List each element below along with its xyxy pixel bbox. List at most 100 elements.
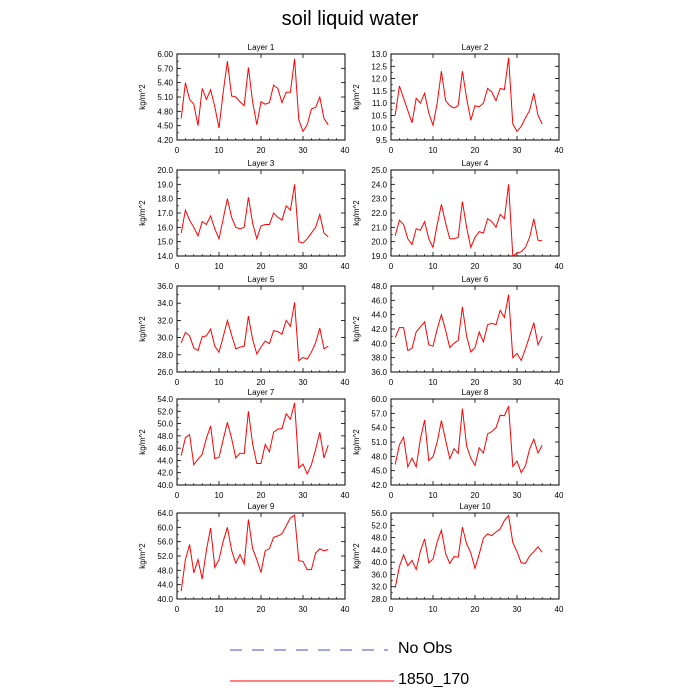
x-tick-label: 40 [341, 146, 350, 155]
series-line-1850-170 [394, 405, 543, 474]
x-tick-label: 10 [429, 262, 438, 271]
y-tick-label: 23.0 [371, 195, 387, 204]
panel-frame [390, 512, 560, 600]
panel-layer-1: Layer 1 4.20 4.50 4.80 5.10 5.40 5.70 6.00 0 10 20… [138, 43, 350, 155]
y-tick-label: 48.0 [371, 534, 387, 543]
y-tick-label: 10.0 [371, 124, 387, 133]
y-tick-label: 40.0 [371, 339, 387, 348]
panel-frame [390, 398, 560, 486]
x-tick-label: 30 [513, 378, 522, 387]
y-tick-label: 40.0 [157, 481, 173, 490]
y-tick-label: 26.0 [157, 368, 173, 377]
series-line-1850-170 [394, 294, 543, 362]
panel-layer-2: Layer 2 9.5 10.0 10.5 11.0 11.5 12.0 12.5 13.0 0 1… [352, 43, 564, 155]
series-line-1850-170 [180, 514, 329, 592]
y-tick-label: 44.0 [371, 546, 387, 555]
y-tick-label: 10.5 [371, 111, 387, 120]
y-tick-label: 11.0 [372, 99, 388, 108]
y-axis-label: kg/m^2 [352, 429, 361, 455]
panel-layer-7: Layer 7 40.0 42.0 44.0 46.0 48.0 50.0 52.0 54.0 0… [138, 388, 350, 500]
panel-title: Layer 5 [248, 275, 275, 284]
panel-frame [390, 169, 560, 257]
y-tick-label: 5.10 [157, 93, 173, 102]
panel-frame [390, 285, 560, 373]
y-tick-label: 36.0 [371, 570, 387, 579]
panel-layer-3: Layer 3 14.0 15.0 16.0 17.0 18.0 19.0 20.0 0 10 20… [138, 159, 350, 271]
y-tick-label: 22.0 [371, 209, 387, 218]
y-tick-label: 56.0 [371, 509, 387, 518]
panel-layer-5: Layer 5 26.0 28.0 30.0 32.0 34.0 36.0 0 10 20 30 40… [138, 275, 350, 387]
x-tick-label: 0 [389, 605, 394, 614]
x-tick-label: 30 [513, 491, 522, 500]
y-tick-label: 9.5 [376, 136, 388, 145]
x-tick-label: 40 [341, 262, 350, 271]
y-tick-label: 57.0 [371, 409, 387, 418]
y-tick-label: 30.0 [157, 334, 173, 343]
panel-layer-8: Layer 8 42.0 45.0 48.0 51.0 54.0 57.0 60.0 0 10 20… [352, 388, 564, 500]
y-tick-label: 54.0 [157, 395, 173, 404]
series-line-1850-170 [180, 184, 329, 244]
x-tick-label: 10 [215, 378, 224, 387]
x-tick-label: 20 [257, 378, 266, 387]
x-tick-label: 10 [215, 605, 224, 614]
y-tick-label: 24.0 [371, 180, 387, 189]
legend-label-1850-170: 1850_170 [398, 671, 470, 688]
panel-frame [176, 512, 346, 600]
panel-title: Layer 6 [462, 275, 489, 284]
y-tick-label: 20.0 [371, 238, 387, 247]
y-tick-label: 42.0 [371, 325, 387, 334]
y-tick-label: 32.0 [157, 316, 173, 325]
y-tick-label: 19.0 [371, 252, 387, 261]
x-tick-label: 30 [513, 605, 522, 614]
series-line-1850-170 [180, 402, 329, 476]
x-tick-label: 10 [215, 491, 224, 500]
x-tick-label: 30 [513, 262, 522, 271]
y-tick-label: 42.0 [371, 481, 387, 490]
x-tick-label: 30 [299, 605, 308, 614]
panel-title: Layer 1 [248, 43, 275, 52]
panel-layer-9: Layer 9 40.0 44.0 48.0 52.0 56.0 60.0 64.0 0 10 20… [138, 502, 350, 614]
y-tick-label: 11.5 [372, 87, 388, 96]
y-tick-label: 52.0 [157, 552, 173, 561]
y-tick-label: 60.0 [157, 523, 173, 532]
x-tick-label: 20 [257, 262, 266, 271]
y-tick-label: 4.50 [157, 122, 173, 131]
y-tick-label: 36.0 [157, 282, 173, 291]
y-axis-label: kg/m^2 [138, 543, 147, 569]
y-tick-label: 64.0 [157, 509, 173, 518]
x-tick-label: 10 [215, 262, 224, 271]
panel-title: Layer 10 [459, 502, 491, 511]
x-tick-label: 0 [389, 146, 394, 155]
y-tick-label: 56.0 [157, 538, 173, 547]
legend-label-no-obs: No Obs [398, 640, 453, 657]
x-tick-label: 10 [429, 491, 438, 500]
panel-title: Layer 2 [462, 43, 489, 52]
y-tick-label: 6.00 [157, 50, 173, 59]
y-tick-label: 44.0 [371, 311, 387, 320]
x-tick-label: 0 [175, 146, 180, 155]
x-tick-label: 20 [257, 605, 266, 614]
x-tick-label: 20 [471, 146, 480, 155]
y-tick-label: 48.0 [157, 566, 173, 575]
x-tick-label: 40 [555, 146, 564, 155]
y-tick-label: 4.20 [157, 136, 173, 145]
y-tick-label: 21.0 [371, 223, 387, 232]
x-tick-label: 40 [555, 491, 564, 500]
y-tick-label: 48.0 [157, 432, 173, 441]
x-tick-label: 30 [299, 378, 308, 387]
y-axis-label: kg/m^2 [352, 200, 361, 226]
y-tick-label: 15.0 [157, 238, 173, 247]
x-tick-label: 30 [299, 262, 308, 271]
x-tick-label: 10 [429, 146, 438, 155]
panel-layer-4: Layer 4 19.0 20.0 21.0 22.0 23.0 24.0 25.0 0 10 20… [352, 159, 564, 271]
panel-frame [176, 398, 346, 486]
x-tick-label: 0 [175, 491, 180, 500]
y-tick-label: 60.0 [371, 395, 387, 404]
panel-title: Layer 9 [248, 502, 275, 511]
series-line-1850-170 [180, 58, 329, 133]
y-tick-label: 18.0 [157, 195, 173, 204]
series-line-1850-170 [394, 514, 543, 588]
y-tick-label: 5.40 [157, 79, 173, 88]
y-tick-label: 52.0 [371, 521, 387, 530]
x-tick-label: 30 [299, 491, 308, 500]
